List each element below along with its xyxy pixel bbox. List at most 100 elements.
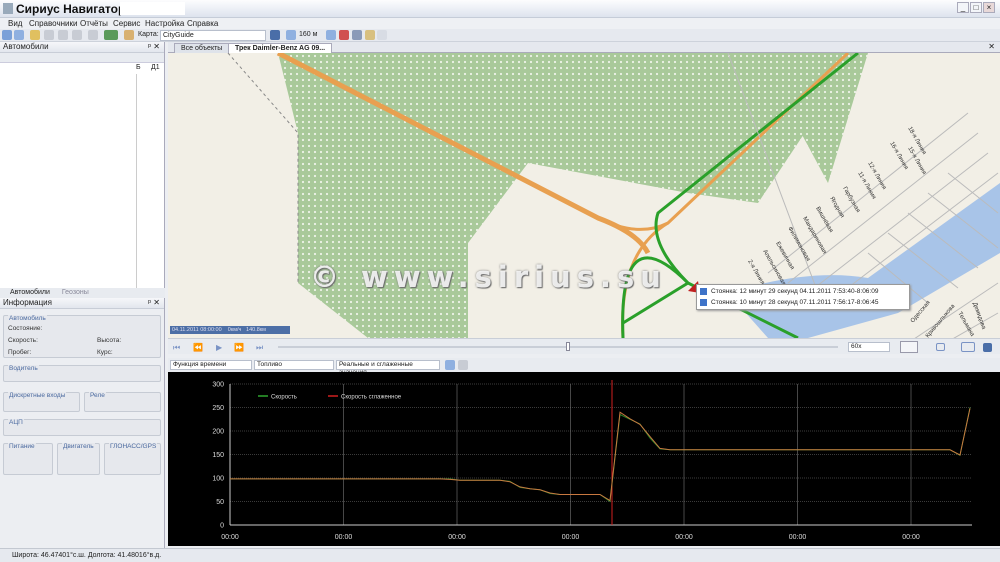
- info-time: 04.11.2011 08:00:00: [172, 327, 222, 333]
- menu-reports[interactable]: Отчёты: [80, 19, 108, 28]
- chart-svg: 0 50 100 150 200 250 300 00:00 00:00 00:00 00:00 00…: [212, 380, 972, 541]
- info-panel: Информация ᵖ ✕ Автомобиль Состояние: Скор…: [0, 298, 165, 548]
- y-tick-label: 200: [212, 429, 224, 436]
- pointer-icon[interactable]: [2, 30, 12, 40]
- zoom-in-icon[interactable]: [445, 360, 455, 370]
- chart-toolbar: Функция времени Топливо Реальные и сглаж…: [168, 358, 1000, 376]
- latitude: Широта: 46.47401°с.ш.: [12, 552, 86, 559]
- x-tick-label: 00:00: [789, 534, 807, 541]
- group-label: Водитель: [8, 365, 39, 372]
- tool-icon[interactable]: [72, 30, 82, 40]
- popup-row[interactable]: Стоянка: 12 минут 29 секунд 04.11.2011 7…: [700, 288, 878, 295]
- slider-handle[interactable]: [566, 342, 570, 351]
- search-icon[interactable]: [14, 30, 24, 40]
- altitude-label: Высота:: [97, 337, 122, 344]
- group-gnss: ГЛОНАСС/GPS: [104, 443, 161, 475]
- list-icon[interactable]: [352, 30, 362, 40]
- info-distance: 140.8км: [246, 327, 266, 333]
- tool-icon[interactable]: [377, 30, 387, 40]
- tool-icon[interactable]: [44, 30, 54, 40]
- popup-row[interactable]: Стоянка: 10 минут 28 секунд 07.11.2011 7…: [700, 299, 878, 306]
- y-tick-label: 50: [216, 499, 224, 506]
- vehicles-toolbar: [0, 53, 164, 63]
- chart-toggle-icon[interactable]: [961, 342, 975, 352]
- app-icon: [3, 3, 13, 14]
- scale-select[interactable]: 160 м: [299, 31, 318, 38]
- close-icon[interactable]: ᵖ ✕: [148, 298, 160, 307]
- zoom-out-icon[interactable]: [326, 30, 336, 40]
- group-driver: Водитель: [3, 365, 161, 382]
- values-select[interactable]: Реальные и сглаженные значения: [336, 360, 440, 376]
- forest-area: [758, 53, 868, 183]
- tab-geozones[interactable]: Геозоны: [61, 289, 89, 296]
- close-tab-icon[interactable]: ✕: [988, 42, 995, 51]
- column-header[interactable]: Д1: [151, 64, 160, 71]
- menu-service[interactable]: Сервис: [113, 19, 141, 28]
- group-label: ГЛОНАСС/GPS: [109, 443, 158, 450]
- group-discrete: Дискретные входы: [3, 392, 80, 412]
- playback-bar: ⏮ ⏪ ▶ ⏩ ⏭ 60x: [168, 338, 1000, 354]
- menu-settings[interactable]: Настройка: [145, 19, 185, 28]
- skip-start-icon[interactable]: ⏮: [173, 343, 181, 352]
- marker-dropdown[interactable]: [900, 341, 918, 353]
- chart-icon[interactable]: [124, 30, 134, 40]
- tool-icon[interactable]: [58, 30, 68, 40]
- map-label: Карта:: [138, 31, 159, 38]
- status-bar: Широта: 46.47401°с.ш. Долгота: 41.48016°…: [0, 548, 1000, 562]
- zoom-in-icon[interactable]: [286, 30, 296, 40]
- menu-view[interactable]: Вид: [8, 19, 23, 28]
- map-view[interactable]: 18-я Линия 16-я Линия 15-я Линия 12-я Ли…: [168, 53, 1000, 338]
- group-engine: Двигатель: [57, 443, 100, 475]
- state-label: Состояние:: [8, 325, 43, 332]
- speed-stepper[interactable]: 60x: [848, 342, 890, 352]
- play-icon[interactable]: ▶: [216, 343, 223, 352]
- toolbar: Карта: CityGuide 160 м: [0, 29, 1000, 42]
- legend-label: Скорость: [271, 395, 297, 401]
- legend-label: Скорость сглаженное: [341, 395, 402, 401]
- edit-icon[interactable]: [30, 30, 40, 40]
- window-icon[interactable]: [936, 343, 945, 351]
- minimize-button[interactable]: _: [957, 2, 969, 13]
- left-tabs: Автомобили Геозоны: [0, 288, 165, 298]
- fast-forward-icon[interactable]: ⏩: [234, 343, 244, 352]
- tab-track[interactable]: Трек Daimler-Benz AG 09...: [228, 43, 333, 53]
- tool-icon[interactable]: [88, 30, 98, 40]
- tab-all-objects[interactable]: Все объекты: [174, 43, 230, 53]
- mileage-label: Пробег:: [8, 349, 32, 356]
- speed-chart: 0 50 100 150 200 250 300 00:00 00:00 00:00 00:00 00…: [168, 372, 1000, 546]
- menu-help[interactable]: Справка: [187, 19, 219, 28]
- note-icon[interactable]: [365, 30, 375, 40]
- maximize-button[interactable]: □: [970, 2, 982, 13]
- speed-label: Скорость:: [8, 337, 38, 344]
- popup-text: Стоянка: 12 минут 29 секунд 04.11.2011 7…: [711, 288, 879, 296]
- traffic-light-icon[interactable]: [270, 30, 280, 40]
- rewind-icon[interactable]: ⏪: [193, 343, 203, 352]
- x-tick-label: 00:00: [221, 534, 239, 541]
- x-tick-label: 00:00: [562, 534, 580, 541]
- skip-end-icon[interactable]: ⏭: [256, 343, 264, 352]
- series-line-1: [230, 408, 971, 502]
- street-label: Демидова: [971, 302, 987, 331]
- vehicles-panel-header: Автомобили ᵖ ✕: [0, 42, 164, 53]
- close-button[interactable]: ×: [983, 2, 995, 13]
- home-icon[interactable]: [339, 30, 349, 40]
- x-tick-label: 00:00: [675, 534, 693, 541]
- group-vehicle: Автомобиль Состояние: Скорость: Высота: …: [3, 315, 161, 358]
- vehicles-panel-title: Автомобили: [3, 42, 49, 51]
- timeline-slider[interactable]: [278, 342, 838, 351]
- parameter-select[interactable]: Топливо: [254, 360, 334, 370]
- menu-references[interactable]: Справочники: [29, 19, 78, 28]
- column-header[interactable]: Б: [136, 64, 141, 71]
- group-power: Питание: [3, 443, 53, 475]
- close-icon[interactable]: ᵖ ✕: [148, 42, 160, 51]
- group-label: Двигатель: [62, 443, 95, 450]
- tab-vehicles[interactable]: Автомобили: [10, 289, 50, 296]
- street-label: 2-я Линия: [746, 259, 765, 286]
- map-select[interactable]: CityGuide: [160, 30, 266, 41]
- mode-select[interactable]: Функция времени: [170, 360, 252, 370]
- save-icon[interactable]: [983, 343, 992, 352]
- vehicle-icon[interactable]: [104, 30, 118, 40]
- zoom-out-icon[interactable]: [458, 360, 468, 370]
- group-label: Реле: [89, 392, 106, 399]
- vehicles-panel: Автомобили ᵖ ✕ Б Д1: [0, 42, 165, 290]
